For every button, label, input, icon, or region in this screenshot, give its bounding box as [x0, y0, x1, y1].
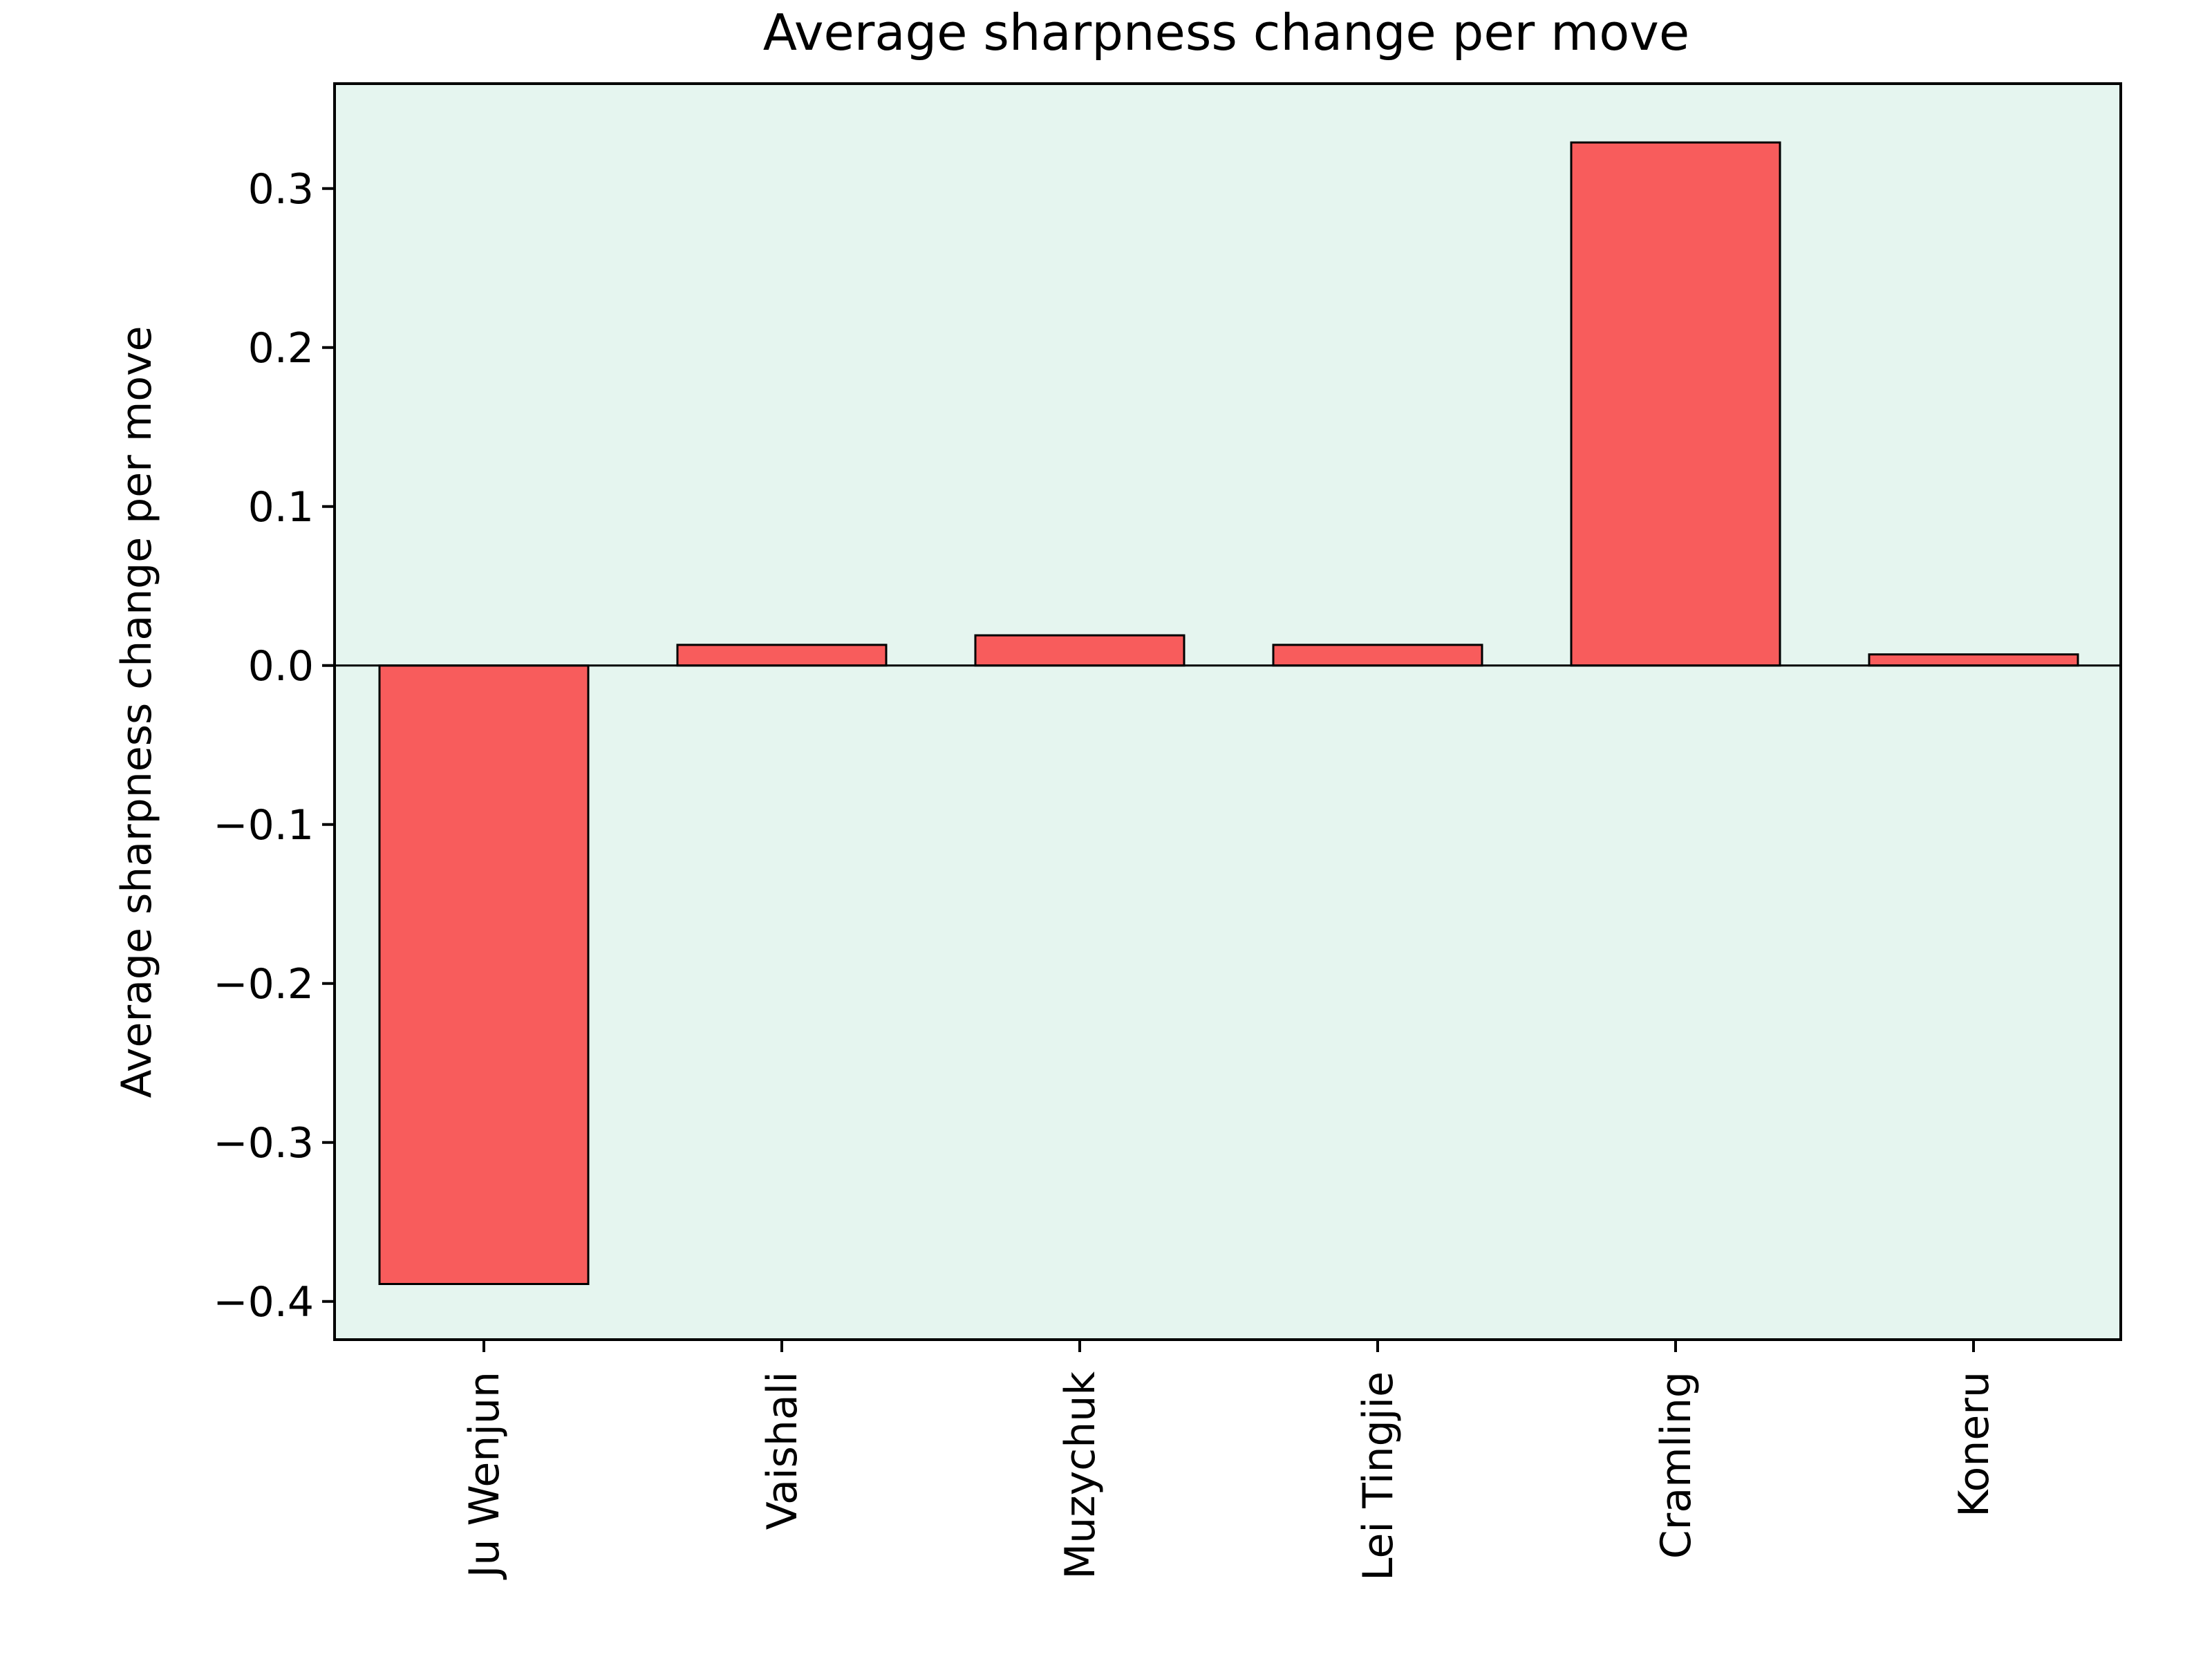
x-tick-label: Ju Wenjun: [460, 1371, 509, 1580]
plot-area: [335, 84, 2121, 1340]
bar-cramling: [1570, 141, 1781, 667]
x-tick-label: Muzychuk: [1056, 1371, 1105, 1580]
x-tick-label: Vaishali: [758, 1371, 807, 1530]
y-tick-label: −0.1: [213, 801, 314, 850]
chart-title: Average sharpness change per move: [763, 3, 1689, 62]
y-tick-label: 0.0: [248, 642, 314, 691]
y-axis-label: Average sharpness change per move: [113, 326, 161, 1098]
y-tick-label: −0.4: [213, 1278, 314, 1327]
x-tick-label: Lei Tingjie: [1354, 1371, 1403, 1581]
plot-frame: [333, 82, 2122, 1341]
bar-koneru: [1868, 653, 2079, 667]
y-axis: −0.4 −0.3 −0.2 −0.1 0.0 0.1 0.2 0.3: [213, 165, 335, 1327]
bar-lei-tingjie: [1272, 644, 1483, 667]
x-tick-label: Cramling: [1652, 1371, 1700, 1559]
bar-ju-wenjun: [378, 664, 590, 1285]
y-tick-label: 0.1: [248, 483, 314, 532]
x-tick-label: Koneru: [1950, 1371, 1998, 1517]
y-tick-label: 0.3: [248, 165, 314, 214]
bar-vaishali: [676, 644, 888, 667]
bar-muzychuk: [974, 634, 1185, 667]
y-tick-label: −0.3: [213, 1119, 314, 1168]
y-tick-label: −0.2: [213, 960, 314, 1009]
bars: [378, 141, 2079, 1285]
x-axis: Ju Wenjun Vaishali Muzychuk Lei Tingjie Cram…: [460, 1340, 1998, 1581]
y-tick-label: 0.2: [248, 324, 314, 373]
